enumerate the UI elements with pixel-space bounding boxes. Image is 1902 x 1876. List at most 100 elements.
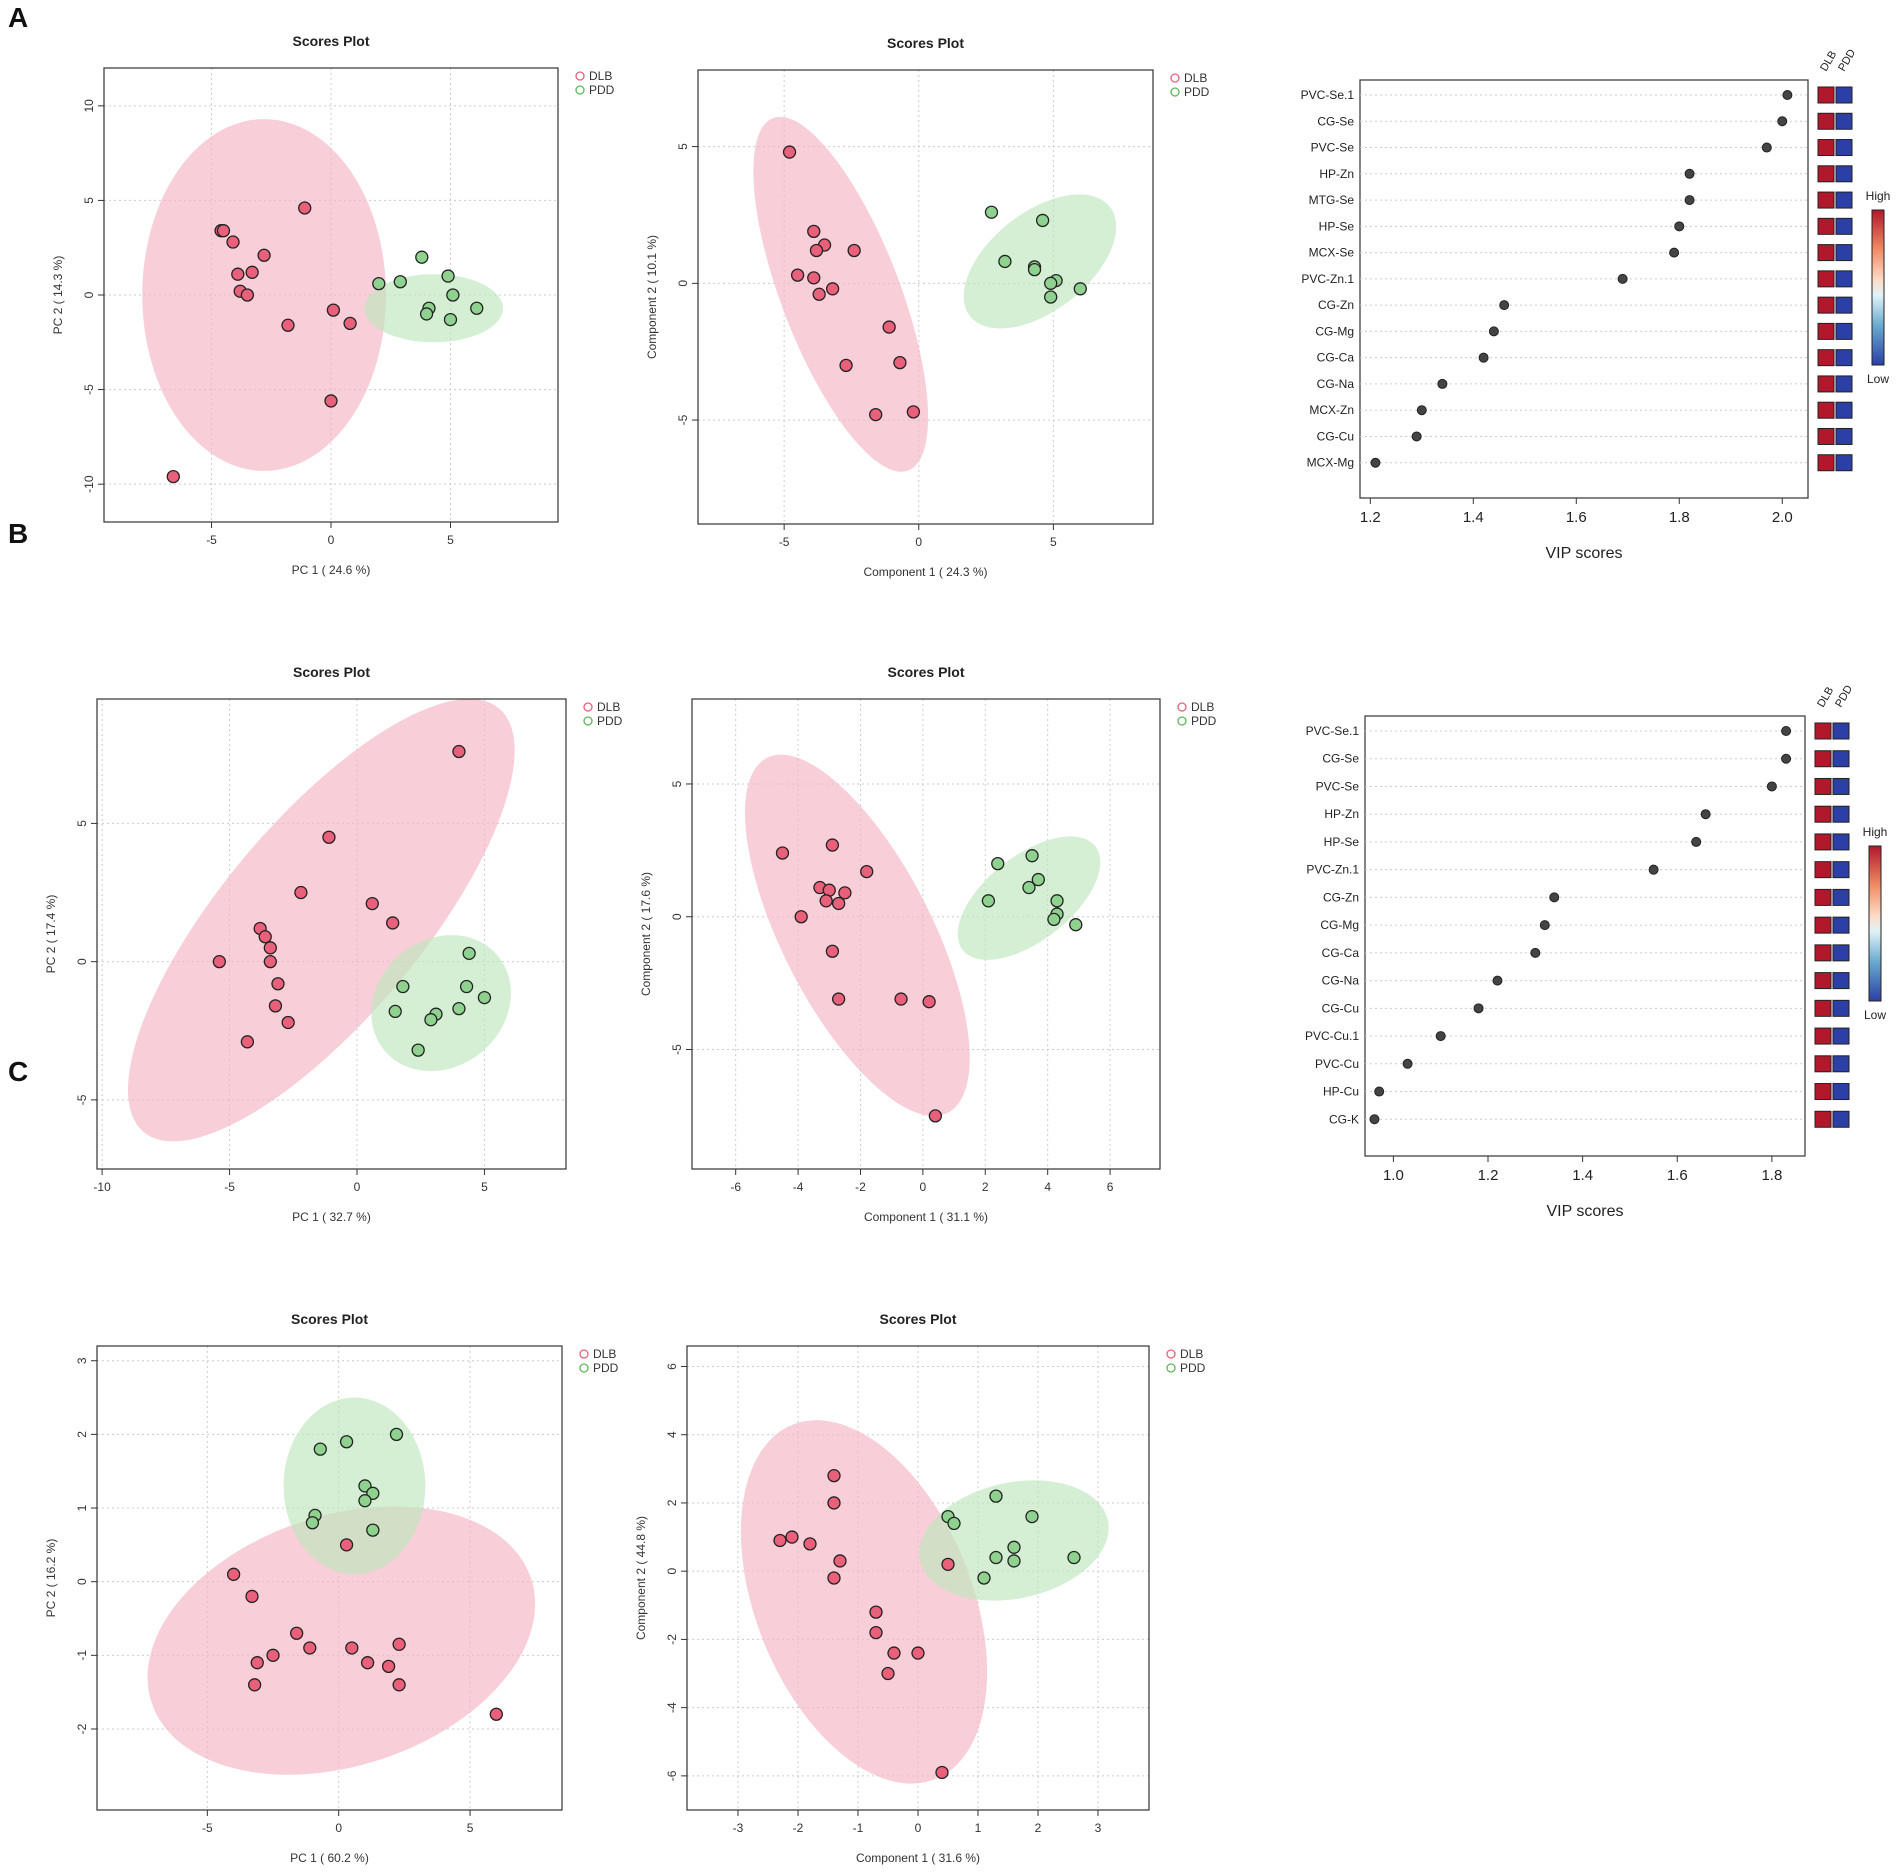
- confidence-ellipse-dlb: [127, 698, 515, 1142]
- vip-point: [1617, 273, 1628, 284]
- heat-cell-pdd: [1832, 833, 1850, 851]
- x-tick-label: 5: [481, 1180, 488, 1194]
- feature-label: HP-Se: [1324, 835, 1360, 849]
- feature-label: CG-Mg: [1315, 324, 1354, 338]
- vip-point: [1473, 1003, 1484, 1014]
- x-tick-label: 5: [1050, 535, 1057, 549]
- data-point-dlb: [838, 886, 852, 900]
- data-point-pdd: [358, 1494, 372, 1508]
- heat-cell-pdd: [1835, 244, 1853, 262]
- data-point-dlb: [803, 1537, 817, 1551]
- x-tick-label: 0: [915, 1821, 922, 1835]
- data-point-dlb: [386, 916, 400, 930]
- data-point-dlb: [894, 992, 908, 1006]
- data-point-dlb: [247, 1678, 262, 1692]
- heat-cell-pdd: [1832, 999, 1850, 1017]
- chart-title: Scores Plot: [292, 33, 369, 49]
- x-tick-label: 2: [982, 1180, 989, 1194]
- scale-low-label: Low: [1864, 1008, 1886, 1022]
- heat-cell-pdd: [1832, 805, 1850, 823]
- legend-label-dlb: DLB: [589, 69, 612, 83]
- y-tick-label: 10: [82, 99, 96, 113]
- data-point-dlb: [827, 1468, 841, 1483]
- heat-cell-pdd: [1835, 270, 1853, 288]
- x-tick-label: 3: [1095, 1821, 1102, 1835]
- vip-point: [1684, 195, 1695, 206]
- vip-point: [1691, 836, 1702, 847]
- x-tick-label: 0: [920, 1180, 927, 1194]
- heat-cell-pdd: [1835, 191, 1853, 209]
- heat-cell-pdd: [1835, 401, 1853, 419]
- data-point-dlb: [226, 235, 240, 249]
- x-tick-label: -4: [793, 1180, 804, 1194]
- data-point-pdd: [415, 250, 429, 264]
- data-point-pdd: [372, 276, 386, 291]
- data-point-dlb: [257, 248, 271, 262]
- data-point-pdd: [411, 1043, 425, 1057]
- data-point-pdd: [313, 1442, 327, 1456]
- x-tick-label: 1.6: [1566, 509, 1587, 526]
- data-point-pdd: [991, 856, 1005, 871]
- feature-label: CG-K: [1329, 1112, 1359, 1126]
- heat-cell-dlb: [1814, 833, 1832, 851]
- feature-label: PVC-Se.1: [1306, 724, 1360, 738]
- data-point-dlb: [819, 894, 833, 908]
- data-point-pdd: [1067, 1550, 1081, 1565]
- data-point-dlb: [812, 287, 826, 301]
- x-tick-label: -5: [202, 1821, 213, 1835]
- data-point-dlb: [166, 469, 180, 484]
- data-point-dlb: [263, 954, 277, 969]
- vip-point: [1488, 326, 1499, 337]
- heat-cell-dlb: [1814, 1083, 1832, 1101]
- data-point-pdd: [998, 254, 1012, 269]
- data-point-dlb: [935, 1765, 949, 1780]
- heat-cell-dlb: [1814, 861, 1832, 879]
- legend-label-dlb: DLB: [1184, 71, 1207, 85]
- x-tick-label: -10: [93, 1180, 111, 1194]
- heat-cell-dlb: [1817, 322, 1835, 340]
- data-point-dlb: [911, 1646, 925, 1660]
- data-point-pdd: [984, 205, 999, 219]
- data-point-dlb: [860, 864, 874, 879]
- heat-cell-dlb: [1817, 401, 1835, 419]
- x-tick-label: 1.2: [1478, 1167, 1499, 1184]
- scale-high-label: High: [1866, 189, 1891, 203]
- vip-plot-B-vip: PVC-Se.1 CG-Se PVC-Se HP-Zn HP-Se PVC-Zn.1 CG-…: [1305, 683, 1887, 1220]
- data-point-dlb: [212, 954, 226, 969]
- data-point-dlb: [809, 243, 824, 258]
- data-point-dlb: [381, 1659, 396, 1674]
- heat-cell-dlb: [1817, 375, 1835, 393]
- y-tick-label: 5: [75, 820, 89, 827]
- data-point-pdd: [1027, 263, 1042, 277]
- heat-cell-dlb: [1817, 217, 1835, 235]
- data-point-pdd: [396, 979, 410, 994]
- data-point-dlb: [290, 1626, 304, 1640]
- heat-cell-dlb: [1814, 722, 1832, 740]
- feature-label: MCX-Zn: [1309, 403, 1354, 417]
- heat-cell-dlb: [1817, 296, 1835, 314]
- data-point-dlb: [271, 977, 285, 991]
- heat-cell-dlb: [1817, 427, 1835, 445]
- feature-label: HP-Zn: [1324, 807, 1359, 821]
- vip-point: [1781, 753, 1792, 764]
- y-tick-label: 2: [75, 1431, 89, 1438]
- x-axis-label: VIP scores: [1546, 1203, 1623, 1220]
- feature-label: PVC-Se.1: [1301, 88, 1355, 102]
- heat-cell-pdd: [1832, 750, 1850, 768]
- x-tick-label: -5: [206, 533, 217, 547]
- scatter-plot-A-pca: -5 0 5 -10 -5 0 5 10 Scores Plot PC 1 ( 24.6 %) PC…: [51, 33, 615, 577]
- heat-cell-dlb: [1817, 165, 1835, 183]
- y-tick-label: 0: [670, 913, 684, 920]
- data-point-dlb: [928, 1109, 943, 1123]
- heat-cell-pdd: [1832, 944, 1850, 962]
- heat-cell-pdd: [1832, 722, 1850, 740]
- y-tick-label: -5: [75, 1094, 89, 1105]
- data-point-pdd: [443, 312, 458, 327]
- legend-label-pdd: PDD: [1180, 1361, 1206, 1375]
- data-point-pdd: [446, 288, 460, 302]
- x-tick-label: 5: [467, 1821, 474, 1835]
- color-scale-bar: [1871, 209, 1885, 366]
- feature-label: CG-Ca: [1317, 351, 1355, 365]
- confidence-ellipse-pdd: [283, 1397, 426, 1575]
- feature-label: CG-Zn: [1318, 298, 1354, 312]
